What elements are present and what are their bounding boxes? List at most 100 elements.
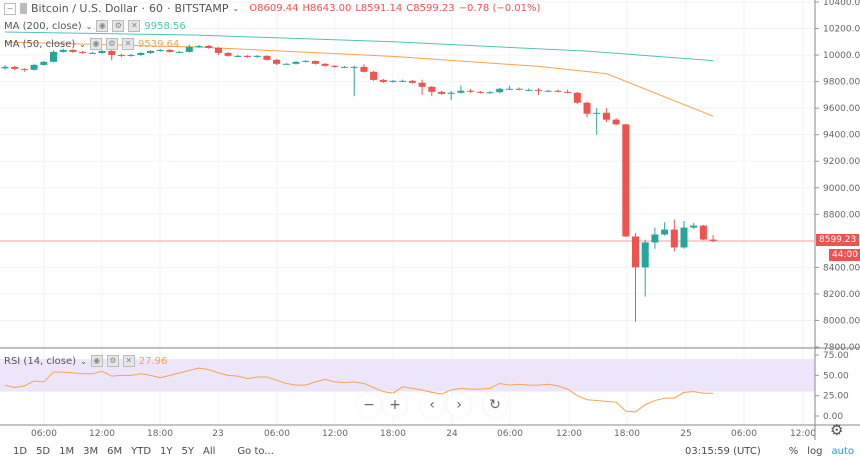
candle <box>525 88 533 91</box>
candle-body <box>302 60 310 62</box>
auto-toggle[interactable]: auto <box>831 445 854 457</box>
last-price-label: 8599.23 <box>816 234 860 246</box>
rsi-legend: RSI (14, close) ⌄ ◉ ⚙ ✕ 27.96 <box>4 355 167 367</box>
price-tick-label: 10000.00 <box>823 51 860 61</box>
reset-chart-button[interactable]: ↻ <box>483 393 507 417</box>
candle <box>438 90 445 95</box>
candle-body <box>59 49 67 52</box>
candle <box>79 51 87 54</box>
time-tick-label: 25 <box>680 429 691 439</box>
symbol-logo-icon <box>20 3 27 14</box>
candle-body <box>612 119 620 125</box>
candle-body <box>544 90 552 92</box>
time-tick-label: 06:00 <box>264 429 290 439</box>
eye-icon[interactable]: ◉ <box>96 20 109 32</box>
candle <box>253 55 261 58</box>
candle-body <box>117 54 125 56</box>
zoom-in-button[interactable]: + <box>383 393 407 417</box>
range-5y[interactable]: 5Y <box>181 445 195 457</box>
percent-toggle[interactable]: % <box>788 445 799 457</box>
chevron-down-icon[interactable]: ⌄ <box>232 4 240 13</box>
eye-icon[interactable]: ◉ <box>90 355 103 367</box>
candle-body <box>292 61 300 64</box>
candle-body <box>457 90 465 93</box>
candle <box>40 61 48 66</box>
settings-icon[interactable]: ⚙ <box>112 20 125 32</box>
log-toggle[interactable]: log <box>807 445 823 457</box>
chevron-down-icon[interactable]: ⌄ <box>79 39 86 49</box>
ma200-label[interactable]: MA (200, close) <box>4 20 82 32</box>
range-3m[interactable]: 3M <box>83 445 99 457</box>
candle <box>709 235 717 243</box>
candle <box>311 60 319 65</box>
collapse-icon[interactable]: − <box>4 2 16 15</box>
range-5d[interactable]: 5D <box>36 445 51 457</box>
candle <box>408 80 416 84</box>
price-tick-label: 9600.00 <box>823 104 860 114</box>
rsi-tick-label: 50.00 <box>823 371 849 381</box>
range-all[interactable]: All <box>203 445 216 457</box>
time-tick-label: 12:00 <box>322 429 348 439</box>
candle-body <box>350 66 358 68</box>
close-icon[interactable]: ✕ <box>128 20 141 32</box>
scroll-back-button[interactable]: ‹ <box>420 393 444 417</box>
candle-body <box>515 88 523 90</box>
symbol-legend: − Bitcoin / U.S. Dollar · 60 · BITSTAMP ⌄ … <box>4 2 540 15</box>
close-icon[interactable]: ✕ <box>122 355 135 367</box>
symbol-name[interactable]: Bitcoin / U.S. Dollar <box>31 2 138 15</box>
ohlc-low: L8591.14 <box>355 3 403 14</box>
settings-icon[interactable]: ⚙ <box>106 38 118 50</box>
candle-body <box>496 88 504 93</box>
candle <box>612 118 620 126</box>
time-tick-label: 18:00 <box>380 429 406 439</box>
candle-body <box>127 54 135 56</box>
candle <box>573 91 581 105</box>
candle-body <box>137 52 145 55</box>
range-ytd[interactable]: YTD <box>131 445 152 457</box>
candle-body <box>379 79 387 82</box>
range-1y[interactable]: 1Y <box>160 445 173 457</box>
zoom-out-button[interactable]: − <box>357 393 381 417</box>
candle <box>544 89 552 92</box>
candle <box>341 65 348 68</box>
interval[interactable]: 60 <box>149 2 164 15</box>
candle <box>651 227 659 249</box>
rsi-band <box>0 359 815 392</box>
goto-button[interactable]: Go to... <box>237 445 274 457</box>
scroll-forward-button[interactable]: › <box>447 393 471 417</box>
clock[interactable]: 03:15:59 (UTC) <box>685 445 761 457</box>
candle <box>350 65 358 97</box>
candle <box>661 222 669 236</box>
range-1m[interactable]: 1M <box>59 445 75 457</box>
time-tick-label: 18:00 <box>147 429 173 439</box>
rsi-label[interactable]: RSI (14, close) <box>4 355 77 367</box>
ma50-label[interactable]: MA (50, close) <box>4 38 76 50</box>
ma50-legend: MA (50, close) ⌄ ◉ ⚙ ✕ 9539.64 <box>4 38 179 50</box>
chevron-down-icon[interactable]: ⌄ <box>85 21 93 31</box>
close-icon[interactable]: ✕ <box>122 38 134 50</box>
range-1d[interactable]: 1D <box>13 445 28 457</box>
candle <box>602 108 610 123</box>
candle-body <box>195 45 203 47</box>
range-6m[interactable]: 6M <box>107 445 123 457</box>
candle-body <box>176 51 184 53</box>
candle-body <box>244 55 251 57</box>
settings-icon[interactable]: ⚙ <box>106 355 119 367</box>
gear-icon[interactable]: ⚙ <box>830 421 844 439</box>
price-tick-label: 8800.00 <box>823 210 860 220</box>
eye-icon[interactable]: ◉ <box>90 38 102 50</box>
rsi-value: 27.96 <box>138 355 168 367</box>
chart-canvas[interactable]: 10400.00 10200.00 10000.00 9800.00 9600.00 94… <box>0 0 860 440</box>
ma200-legend: MA (200, close) ⌄ ◉ ⚙ ✕ 9958.56 <box>4 20 186 32</box>
candle <box>476 90 484 94</box>
candle <box>622 123 630 238</box>
candle <box>20 68 28 72</box>
exchange[interactable]: BITSTAMP <box>174 2 229 15</box>
candle <box>30 63 38 71</box>
candle <box>273 59 281 66</box>
chevron-down-icon[interactable]: ⌄ <box>80 356 87 366</box>
candle <box>486 91 494 94</box>
candle-body <box>40 61 48 65</box>
candle <box>554 89 562 93</box>
candle <box>1 65 9 70</box>
